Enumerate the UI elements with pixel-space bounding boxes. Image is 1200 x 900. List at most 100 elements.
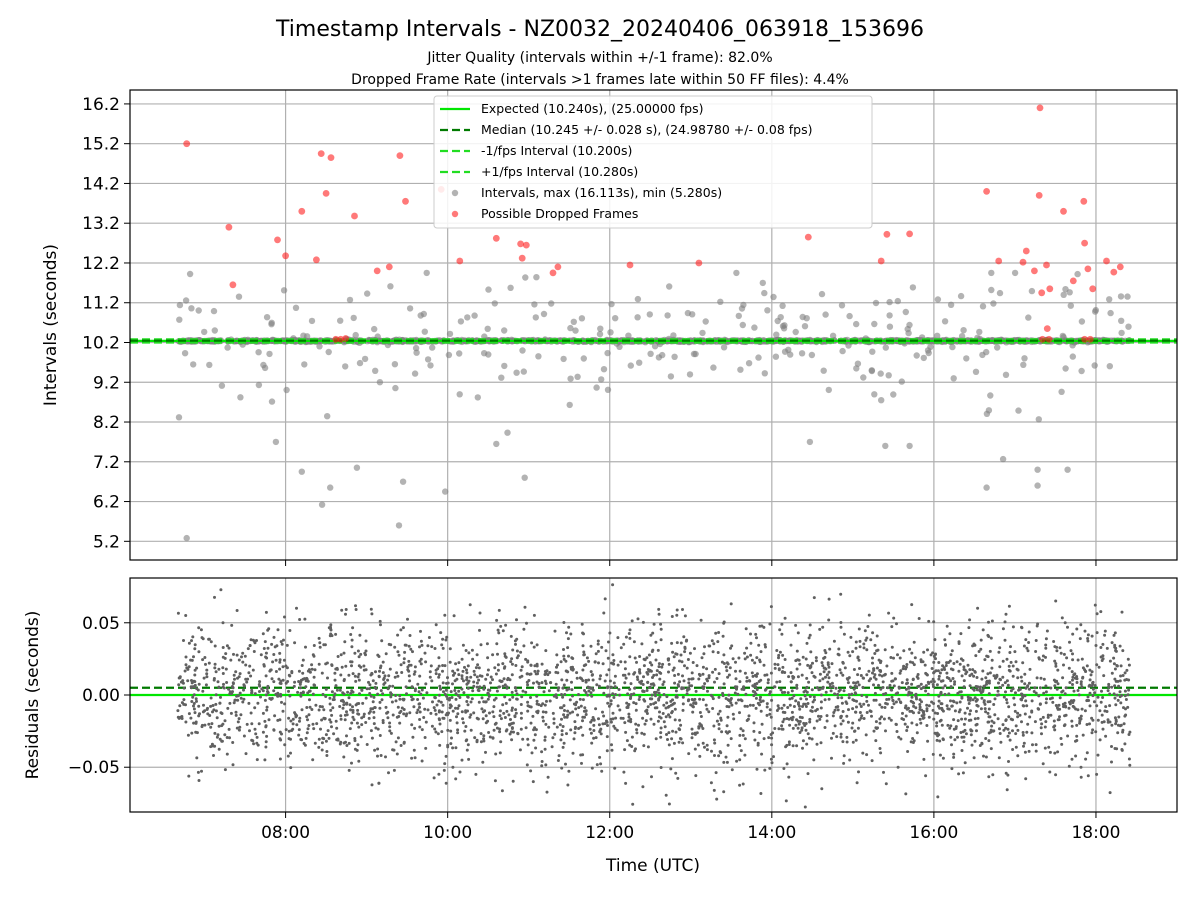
residual-point [827, 597, 831, 601]
residual-point [191, 695, 195, 699]
residual-point [1112, 656, 1116, 660]
residual-point [250, 722, 254, 726]
residual-point [910, 603, 914, 607]
residual-point [1044, 690, 1048, 694]
residual-point [194, 720, 198, 724]
residual-point [809, 665, 813, 669]
residual-point [449, 690, 453, 694]
residual-point [303, 617, 307, 621]
residual-point [218, 737, 222, 741]
residual-point [873, 691, 877, 695]
residual-point [1070, 670, 1074, 674]
residual-point [1016, 754, 1020, 758]
residual-point [320, 705, 324, 709]
interval-point [738, 305, 746, 312]
interval-point [318, 501, 326, 508]
residual-point [978, 689, 982, 693]
residual-point [1085, 698, 1089, 702]
residual-point [371, 679, 375, 683]
residual-point [987, 720, 991, 724]
residual-point [390, 700, 394, 704]
residual-point [830, 756, 833, 760]
residual-point [575, 671, 579, 675]
residual-point [1046, 713, 1050, 717]
residual-point [536, 672, 539, 676]
residual-point [839, 625, 843, 629]
residual-point [1108, 720, 1112, 724]
residual-point [711, 707, 715, 710]
interval-point [958, 333, 966, 340]
residual-point [214, 709, 218, 713]
residual-point [1022, 644, 1026, 648]
residual-point [987, 620, 990, 624]
residual-point [818, 627, 822, 631]
residual-point [408, 634, 412, 637]
residual-point [972, 756, 976, 760]
residual-point [360, 723, 364, 727]
residual-point [475, 653, 479, 657]
residual-point [1124, 707, 1127, 711]
residual-point [950, 767, 954, 771]
residual-point [233, 677, 236, 681]
residual-point [984, 710, 988, 714]
residual-point [1016, 676, 1020, 680]
residual-point [657, 691, 661, 695]
residual-point [1093, 691, 1097, 695]
residual-point [592, 723, 596, 727]
interval-point [853, 320, 860, 328]
residual-point [913, 656, 917, 660]
residual-point [317, 636, 321, 640]
residual-point [1023, 682, 1027, 686]
residual-point [203, 723, 207, 727]
residual-point [836, 708, 840, 712]
residual-point [434, 730, 438, 734]
residual-point [705, 743, 709, 747]
interval-point [411, 370, 419, 377]
residual-point [1039, 726, 1043, 730]
residual-point [584, 663, 588, 667]
residual-point [890, 706, 894, 709]
interval-point [1028, 287, 1036, 295]
residual-point [1044, 684, 1048, 688]
residual-point [1034, 639, 1038, 642]
dropped-frame-point [1081, 335, 1088, 343]
residual-point [401, 626, 405, 630]
residual-point [810, 671, 814, 675]
residual-point [407, 669, 411, 673]
residual-point [781, 653, 785, 657]
residual-point [1118, 644, 1122, 648]
residual-point [424, 720, 428, 724]
residual-point [823, 698, 827, 702]
interval-point [737, 366, 744, 373]
residual-point [789, 680, 793, 684]
dropped-frame-point [1081, 239, 1088, 247]
intervals-reference-lines [130, 338, 1177, 344]
residual-point [351, 705, 354, 709]
residual-point [759, 650, 763, 654]
residual-point [1048, 770, 1052, 774]
interval-point [761, 289, 768, 297]
residual-point [998, 732, 1002, 735]
residual-point [1110, 745, 1113, 748]
residual-point [245, 680, 249, 684]
residual-point [1092, 700, 1096, 704]
residual-point [1126, 693, 1130, 697]
residual-point [858, 645, 862, 649]
residual-point [652, 673, 656, 677]
residual-point [399, 663, 403, 667]
interval-point [1058, 388, 1065, 395]
intervals-y-tick-label: 5.2 [93, 532, 120, 552]
residual-point [890, 645, 894, 649]
interval-point [947, 301, 955, 308]
residual-point [806, 663, 810, 667]
residual-point [616, 636, 620, 640]
residual-point [336, 655, 340, 658]
residual-point [290, 729, 294, 732]
dropped-frame-point [317, 150, 325, 158]
residual-point [266, 646, 270, 650]
residual-point [878, 747, 882, 750]
residual-point [776, 663, 780, 667]
residual-point [1014, 745, 1018, 749]
residual-point [675, 613, 679, 617]
residual-point [650, 650, 654, 653]
